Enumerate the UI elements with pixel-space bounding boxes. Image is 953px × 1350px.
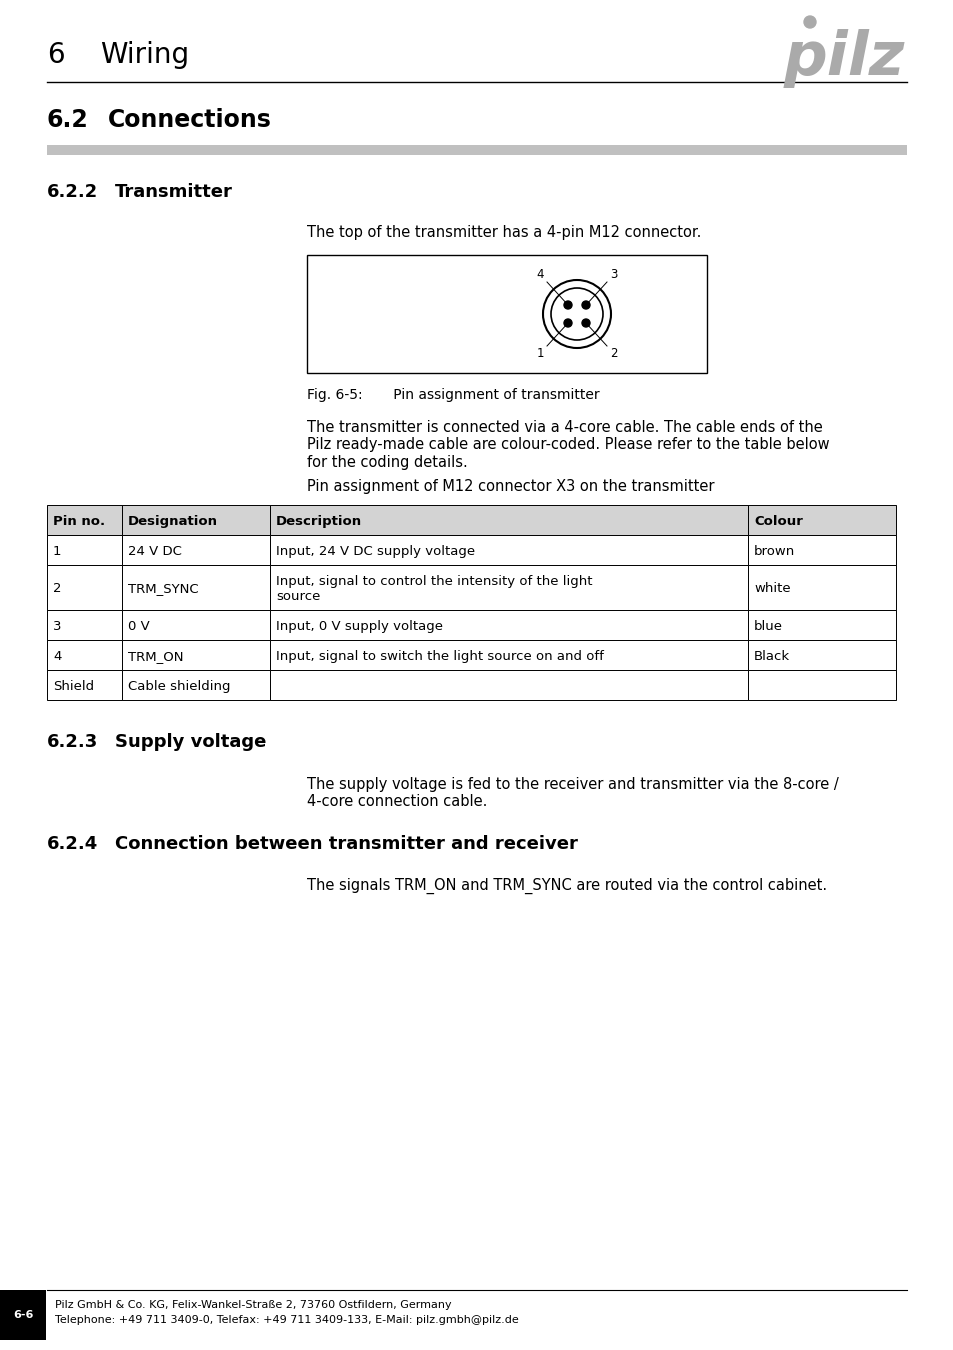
Text: Shield: Shield	[53, 680, 94, 693]
Circle shape	[581, 301, 589, 309]
Text: 24 V DC: 24 V DC	[128, 545, 182, 558]
Text: Pin assignment of M12 connector X3 on the transmitter: Pin assignment of M12 connector X3 on th…	[307, 479, 714, 494]
Text: TRM_SYNC: TRM_SYNC	[128, 582, 198, 595]
Text: Input, signal to switch the light source on and off: Input, signal to switch the light source…	[275, 649, 603, 663]
FancyBboxPatch shape	[270, 505, 747, 535]
Text: Supply voltage: Supply voltage	[115, 733, 266, 751]
FancyBboxPatch shape	[122, 535, 270, 566]
Circle shape	[581, 319, 589, 327]
Text: 1: 1	[53, 545, 61, 558]
Text: Input, 24 V DC supply voltage: Input, 24 V DC supply voltage	[275, 545, 475, 558]
FancyBboxPatch shape	[122, 505, 270, 535]
FancyBboxPatch shape	[122, 566, 270, 610]
Text: Pilz ready-made cable are colour-coded. Please refer to the table below: Pilz ready-made cable are colour-coded. …	[307, 437, 829, 452]
Text: Connections: Connections	[108, 108, 272, 132]
FancyBboxPatch shape	[747, 505, 895, 535]
Text: Fig. 6-5:       Pin assignment of transmitter: Fig. 6-5: Pin assignment of transmitter	[307, 387, 599, 402]
FancyBboxPatch shape	[747, 535, 895, 566]
Text: 6.2.4: 6.2.4	[47, 836, 98, 853]
Text: source: source	[275, 590, 320, 602]
Text: The supply voltage is fed to the receiver and transmitter via the 8-core /: The supply voltage is fed to the receive…	[307, 776, 838, 791]
Circle shape	[563, 319, 572, 327]
FancyBboxPatch shape	[0, 1291, 46, 1341]
FancyBboxPatch shape	[270, 535, 747, 566]
FancyBboxPatch shape	[47, 640, 122, 670]
FancyBboxPatch shape	[47, 566, 122, 610]
Text: 2: 2	[53, 582, 61, 595]
FancyBboxPatch shape	[47, 505, 122, 535]
FancyBboxPatch shape	[47, 610, 122, 640]
FancyBboxPatch shape	[747, 610, 895, 640]
Text: 6.2.2: 6.2.2	[47, 184, 98, 201]
FancyBboxPatch shape	[747, 566, 895, 610]
Text: Wiring: Wiring	[100, 40, 189, 69]
Text: blue: blue	[753, 620, 782, 633]
Circle shape	[803, 16, 815, 28]
Text: Description: Description	[275, 514, 362, 528]
Text: Pin no.: Pin no.	[53, 514, 105, 528]
Text: 0 V: 0 V	[128, 620, 150, 633]
Text: TRM_ON: TRM_ON	[128, 649, 183, 663]
FancyBboxPatch shape	[47, 535, 122, 566]
FancyBboxPatch shape	[270, 640, 747, 670]
Text: Telephone: +49 711 3409-0, Telefax: +49 711 3409-133, E-Mail: pilz.gmbh@pilz.de: Telephone: +49 711 3409-0, Telefax: +49 …	[55, 1315, 518, 1324]
Text: The top of the transmitter has a 4-pin M12 connector.: The top of the transmitter has a 4-pin M…	[307, 224, 700, 239]
FancyBboxPatch shape	[122, 610, 270, 640]
Text: white: white	[753, 582, 790, 595]
Text: pilz: pilz	[782, 28, 904, 88]
Text: 4: 4	[53, 649, 61, 663]
Circle shape	[551, 288, 602, 340]
Text: The signals TRM_ON and TRM_SYNC are routed via the control cabinet.: The signals TRM_ON and TRM_SYNC are rout…	[307, 878, 826, 894]
Text: 6: 6	[47, 40, 65, 69]
Text: 6.2: 6.2	[47, 108, 89, 132]
Text: 4: 4	[536, 269, 543, 281]
Text: The transmitter is connected via a 4-core cable. The cable ends of the: The transmitter is connected via a 4-cor…	[307, 420, 821, 435]
Text: Transmitter: Transmitter	[115, 184, 233, 201]
FancyBboxPatch shape	[122, 670, 270, 701]
FancyBboxPatch shape	[270, 610, 747, 640]
Text: Black: Black	[753, 649, 789, 663]
Text: 6.2.3: 6.2.3	[47, 733, 98, 751]
Text: Input, signal to control the intensity of the light: Input, signal to control the intensity o…	[275, 575, 592, 589]
Circle shape	[563, 301, 572, 309]
Text: 3: 3	[609, 269, 617, 281]
Text: Connection between transmitter and receiver: Connection between transmitter and recei…	[115, 836, 578, 853]
FancyBboxPatch shape	[747, 640, 895, 670]
Text: 6-6: 6-6	[12, 1310, 33, 1320]
FancyBboxPatch shape	[270, 670, 747, 701]
FancyBboxPatch shape	[270, 566, 747, 610]
Text: for the coding details.: for the coding details.	[307, 455, 467, 471]
Text: Input, 0 V supply voltage: Input, 0 V supply voltage	[275, 620, 442, 633]
FancyBboxPatch shape	[307, 255, 706, 373]
Text: Cable shielding: Cable shielding	[128, 680, 231, 693]
Text: Pilz GmbH & Co. KG, Felix-Wankel-Straße 2, 73760 Ostfildern, Germany: Pilz GmbH & Co. KG, Felix-Wankel-Straße …	[55, 1300, 451, 1310]
Text: brown: brown	[753, 545, 795, 558]
Text: 1: 1	[536, 347, 543, 360]
Text: Designation: Designation	[128, 514, 218, 528]
FancyBboxPatch shape	[122, 640, 270, 670]
Text: 2: 2	[609, 347, 617, 360]
FancyBboxPatch shape	[47, 144, 906, 155]
FancyBboxPatch shape	[47, 670, 122, 701]
Text: Colour: Colour	[753, 514, 802, 528]
Text: 3: 3	[53, 620, 61, 633]
FancyBboxPatch shape	[747, 670, 895, 701]
Text: 4-core connection cable.: 4-core connection cable.	[307, 795, 487, 810]
Circle shape	[542, 279, 610, 348]
